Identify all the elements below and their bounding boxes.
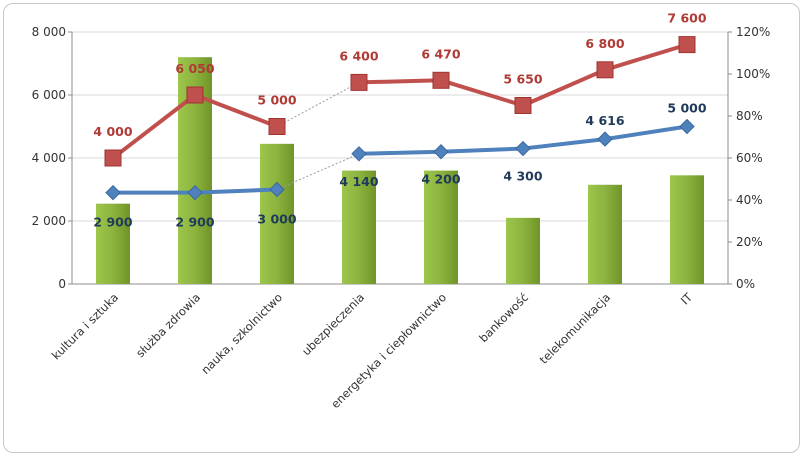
red-data-label: 6 800 [585,36,624,51]
red-data-label: 6 470 [421,46,460,61]
bar [96,203,130,284]
combo-chart: 0 2 000 4 000 6 000 8 000 0% 20% 40% 60% 80% 100% 1… [32,11,771,412]
blue-series-marker [515,140,531,157]
category-label: kultura i sztuka [49,290,121,362]
chart-frame: 0 2 000 4 000 6 000 8 000 0% 20% 40% 60% 80% 100% 1… [3,3,800,453]
blue-series-marker [269,181,285,198]
y-right-tick-label: 60% [736,151,763,165]
y-left-tick-label: 2 000 [32,214,66,228]
blue-data-label: 2 900 [93,215,132,230]
blue-series-marker [105,184,121,201]
y-left-tick-label: 0 [58,277,66,291]
red-series-marker [186,86,204,104]
blue-data-label: 4 300 [503,169,542,184]
blue-series-marker [351,146,367,162]
bar [424,170,458,284]
bar [506,217,540,284]
y-right-tick-label: 80% [736,109,763,123]
bar [342,170,376,284]
y-left-tick-label: 4 000 [32,151,66,165]
blue-series-marker [187,184,203,201]
category-label: ubezpieczenia [299,290,367,358]
category-label: IT [678,290,696,308]
blue-data-label: 4 616 [585,113,624,128]
red-data-label: 7 600 [667,11,706,26]
y-left-tick-label: 6 000 [32,88,66,102]
red-data-label: 5 000 [257,93,296,108]
blue-data-label: 2 900 [175,215,214,230]
bar [260,143,294,284]
y-left-tick-label: 8 000 [32,25,66,39]
connector-line [276,153,360,190]
red-series-marker [678,36,696,54]
bar [588,184,622,284]
blue-data-label: 5 000 [667,101,706,116]
y-right-tick-label: 20% [736,235,763,249]
category-label: bankowość [476,290,531,345]
red-series-marker [350,73,368,91]
red-series-marker [104,149,122,167]
red-series-marker [268,118,286,135]
category-label: służba zdrowia [133,290,203,360]
y-right-tick-label: 100% [736,67,770,81]
blue-data-label: 3 000 [257,212,296,227]
red-data-label: 5 650 [503,72,542,87]
red-data-label: 6 400 [339,48,378,63]
y-right-tick-label: 120% [736,25,770,39]
red-series-marker [432,71,450,89]
blue-series-marker [679,118,695,135]
blue-series-marker [433,143,449,160]
y-right-tick-label: 40% [736,193,763,207]
red-data-label: 6 050 [175,61,214,76]
category-label: telekomunikacja [537,290,614,367]
bar [670,175,704,284]
connector-line [276,81,360,127]
red-series-marker [596,61,614,79]
blue-series-marker [597,131,613,147]
blue-data-label: 4 200 [421,172,460,187]
red-data-label: 4 000 [93,124,132,139]
blue-data-label: 4 140 [339,174,378,189]
y-right-tick-label: 0% [736,277,755,291]
red-series-marker [514,97,532,114]
category-label: nauka, szkolnictwo [198,290,285,377]
